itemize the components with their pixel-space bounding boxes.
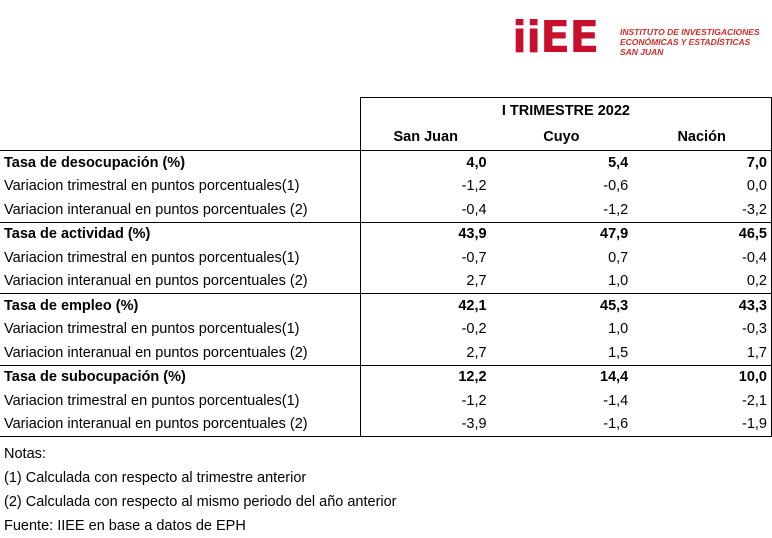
- logo-text: INSTITUTO DE INVESTIGACIONES ECONÓMICAS …: [620, 27, 760, 57]
- empty-cell: [0, 97, 361, 124]
- note: Fuente: IIEE en base a datos de EPH: [4, 518, 246, 534]
- cell-value: 0,2: [632, 269, 772, 294]
- cell-value: -3,2: [632, 198, 772, 222]
- note: (1) Calculada con respecto al trimestre …: [4, 470, 307, 486]
- cell-value: 1,7: [632, 341, 772, 365]
- column-header: Cuyo: [490, 124, 633, 151]
- cell-value: -1,2: [461, 178, 487, 195]
- cell-value: -2,1: [632, 389, 772, 413]
- data-row: Variacion trimestral en puntos porcentua…: [0, 246, 772, 270]
- group-value: 5,4: [490, 150, 633, 175]
- data-row: Variacion trimestral en puntos porcentua…: [0, 174, 772, 198]
- cell-value: 1,5: [608, 344, 629, 361]
- row-label: Variacion trimestral en puntos porcentua…: [0, 246, 361, 270]
- notes: Notas: (1) Calculada con respecto al trim…: [4, 442, 397, 538]
- row-label: Variacion interanual en puntos porcentua…: [0, 269, 361, 294]
- data-row: Variacion trimestral en puntos porcentua…: [0, 317, 772, 341]
- group-value: 46,5: [632, 221, 772, 246]
- cell-value: -3,9: [360, 412, 491, 437]
- cell-value: -1,2: [603, 201, 629, 218]
- group-value: 7,0: [632, 150, 772, 175]
- row-label: Variacion trimestral en puntos porcentua…: [0, 174, 361, 198]
- group-value: 14,4: [490, 364, 633, 389]
- cell-value: 1,0: [608, 273, 629, 290]
- row-label: Variacion trimestral en puntos porcentua…: [0, 389, 361, 413]
- group-value: 47,9: [490, 221, 633, 246]
- group-value: 10,0: [632, 364, 772, 389]
- cell-value: -0,7: [461, 249, 487, 266]
- group-title: Tasa de actividad (%): [0, 221, 361, 246]
- data-row: Variacion interanual en puntos porcentua…: [0, 341, 772, 365]
- group-value: 43,3: [632, 293, 772, 318]
- group-row: Tasa de desocupación (%) 4,0 5,4 7,0: [0, 150, 772, 175]
- row-label: Variacion interanual en puntos porcentua…: [0, 412, 361, 437]
- cell-value: 1,0: [608, 321, 629, 338]
- group-row: Tasa de empleo (%) 42,1 45,3 43,3: [0, 293, 772, 318]
- row-label: Variacion interanual en puntos porcentua…: [0, 198, 361, 222]
- group-value: 43,9: [360, 221, 491, 246]
- group-value: 12,2: [360, 364, 491, 389]
- data-row: Variacion interanual en puntos porcentua…: [0, 269, 772, 294]
- cell-value: -0,4: [632, 246, 772, 270]
- cell-value: -1,6: [490, 412, 633, 437]
- cell-value: -0,3: [632, 317, 772, 341]
- cell-value: -1,2: [461, 392, 487, 409]
- group-row: Tasa de subocupación (%) 12,2 14,4 10,0: [0, 364, 772, 389]
- group-title: Tasa de subocupación (%): [0, 364, 361, 389]
- period-header: I TRIMESTRE 2022: [359, 97, 772, 124]
- group-value: 4,0: [360, 150, 491, 175]
- cell-value: -0,4: [461, 201, 487, 218]
- logo-line: ECONÓMICAS Y ESTADÍSTICAS: [620, 37, 751, 47]
- row-label: Variacion trimestral en puntos porcentua…: [0, 317, 361, 341]
- group-value: 45,3: [490, 293, 633, 318]
- data-row: Variacion trimestral en puntos porcentua…: [0, 389, 772, 413]
- cell-value: 0,7: [608, 249, 629, 266]
- logo-line: INSTITUTO DE INVESTIGACIONES: [620, 27, 760, 37]
- column-header: San Juan: [360, 124, 491, 151]
- group-title: Tasa de empleo (%): [0, 293, 361, 318]
- data-row: Variacion interanual en puntos porcentua…: [0, 198, 772, 222]
- header-row: San Juan Cuyo Nación: [0, 124, 772, 151]
- note: Notas:: [4, 446, 46, 462]
- group-value: 42,1: [360, 293, 491, 318]
- cell-value: -0,2: [461, 321, 487, 338]
- group-title: Tasa de desocupación (%): [0, 150, 361, 175]
- column-header: Nación: [632, 124, 772, 151]
- cell-value: -1,9: [632, 412, 772, 437]
- data-table: I TRIMESTRE 2022 San Juan Cuyo Nación Tasa…: [0, 97, 772, 437]
- logo-mark: iiEE: [512, 12, 599, 63]
- header-row: I TRIMESTRE 2022: [0, 97, 772, 124]
- cell-value: 2,7: [466, 273, 487, 290]
- data-row: Variacion interanual en puntos porcentua…: [0, 412, 772, 437]
- row-label: Variacion interanual en puntos porcentua…: [0, 341, 361, 365]
- cell-value: -1,4: [603, 392, 629, 409]
- note: (2) Calculada con respecto al mismo peri…: [4, 494, 397, 510]
- cell-value: -0,6: [603, 178, 629, 195]
- empty-cell: [0, 124, 361, 151]
- logo-line: SAN JUAN: [620, 47, 664, 57]
- group-row: Tasa de actividad (%) 43,9 47,9 46,5: [0, 221, 772, 246]
- cell-value: 0,0: [632, 174, 772, 198]
- cell-value: 2,7: [466, 344, 487, 361]
